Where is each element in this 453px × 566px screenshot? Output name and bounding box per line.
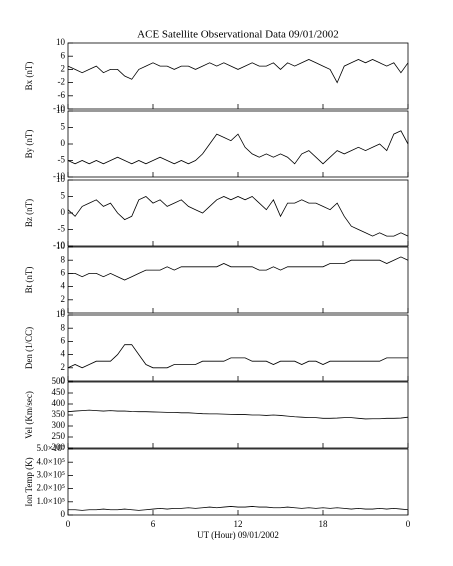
x-tick-label: 0 [66, 519, 71, 529]
y-tick-label: -5 [58, 155, 66, 165]
data-line [67, 59, 409, 84]
y-axis-label: Ion Temp (K) [24, 457, 34, 506]
y-tick-label: 2.0×10⁵ [37, 483, 65, 493]
plot-frame [67, 42, 409, 110]
y-tick-label: 2 [61, 362, 66, 372]
y-tick-label: 10 [56, 105, 66, 115]
plot-frame [67, 179, 409, 247]
y-tick-label: -10 [53, 171, 65, 181]
y-tick-label: 500 [52, 376, 66, 386]
y-axis-label: Den (1/CC) [24, 327, 34, 369]
y-axis-label: Vel (Km/sec) [24, 391, 34, 439]
y-tick-label: 10 [56, 37, 66, 47]
data-line [68, 256, 409, 281]
y-tick-label: 4 [61, 349, 66, 359]
y-tick-label: 0 [61, 307, 66, 317]
data-line [67, 344, 408, 369]
y-tick-label: 4.0×10⁵ [37, 456, 65, 466]
y-tick-label: -2 [58, 77, 66, 87]
y-tick-label: 6 [61, 267, 66, 277]
y-tick-label: 4 [61, 281, 66, 291]
y-tick-label: 2 [61, 294, 66, 304]
plot-frame [67, 448, 409, 516]
chart-title: ACE Satellite Observational Data 09/01/2… [137, 29, 339, 41]
plot-frame [67, 381, 409, 449]
y-tick-label: 10 [56, 241, 66, 251]
plot-frame [67, 314, 409, 382]
y-tick-label: 5.0×10⁵ [37, 443, 65, 453]
y-tick-label: 0 [61, 375, 66, 385]
plot-frame [67, 110, 409, 178]
y-tick-label: 10 [56, 174, 66, 184]
y-tick-label: 250 [52, 431, 66, 441]
y-tick-label: 0 [61, 509, 66, 519]
y-axis-label: By (nT) [24, 130, 34, 159]
data-line [67, 196, 409, 237]
y-tick-label: 3.0×10⁵ [37, 469, 65, 479]
y-tick-label: -6 [58, 90, 66, 100]
data-line [68, 506, 409, 511]
y-tick-label: 8 [61, 322, 66, 332]
data-line [67, 409, 409, 420]
y-axis-label: Bx (nT) [24, 62, 34, 91]
y-tick-label: -5 [58, 224, 66, 234]
y-tick-label: 5 [61, 191, 66, 201]
y-axis-label: Bz (nT) [24, 199, 34, 227]
x-tick-label: 12 [234, 519, 243, 529]
y-tick-label: -10 [53, 103, 65, 113]
plot-frame [67, 246, 409, 314]
y-tick-label: 1.0×10⁵ [37, 496, 65, 506]
y-tick-label: 400 [52, 398, 66, 408]
data-line [67, 130, 409, 165]
y-tick-label: 6 [61, 335, 66, 345]
y-tick-label: 2 [61, 63, 66, 73]
x-tick-label: 6 [151, 519, 156, 529]
y-tick-label: 300 [52, 420, 66, 430]
y-tick-label: 8 [61, 254, 66, 264]
x-tick-label: 18 [319, 519, 329, 529]
y-tick-label: 0 [61, 207, 66, 217]
y-tick-label: 450 [52, 387, 66, 397]
y-tick-label: 0 [61, 138, 66, 148]
x-axis-label: UT (Hour) 09/01/2002 [197, 530, 279, 540]
y-tick-label: 6 [61, 50, 66, 60]
x-tick-label: 0 [406, 519, 411, 529]
y-tick-label: 10 [56, 309, 66, 319]
y-tick-label: 350 [52, 409, 66, 419]
y-axis-label: Bt (nT) [24, 267, 34, 294]
y-tick-label: 200 [52, 442, 66, 452]
y-tick-label: -10 [53, 240, 65, 250]
y-tick-label: 5 [61, 122, 66, 132]
